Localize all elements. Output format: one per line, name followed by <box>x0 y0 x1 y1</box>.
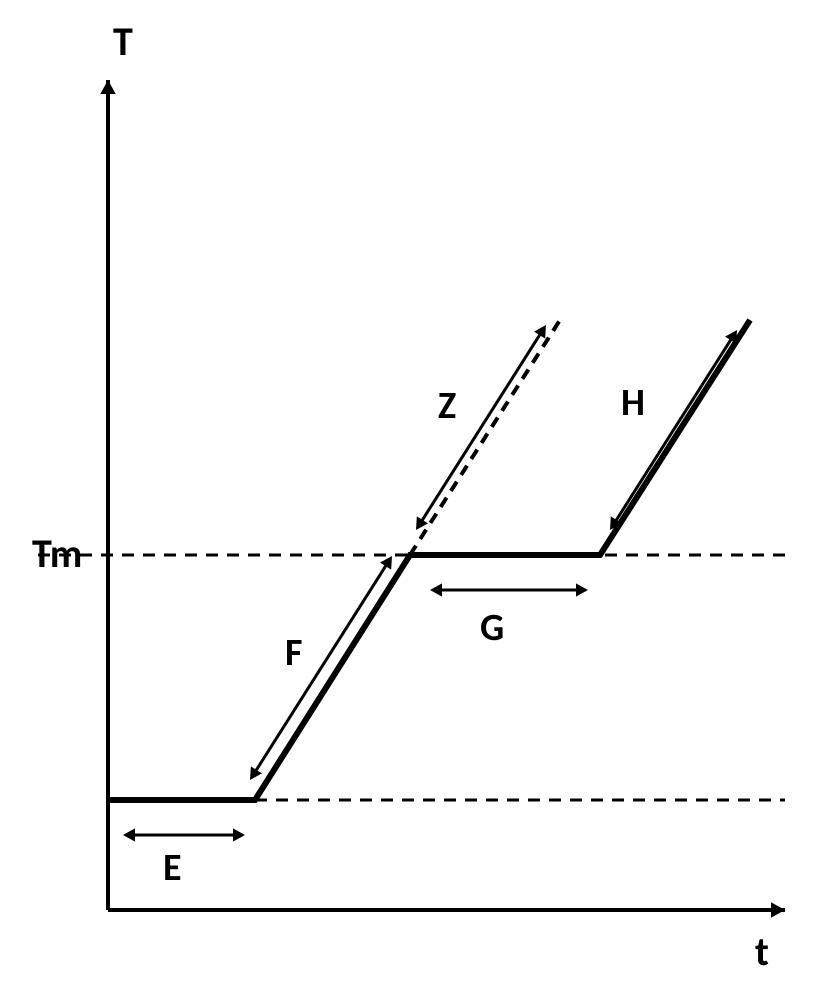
segment-label-H: H <box>621 380 645 426</box>
segment-label-G: G <box>480 605 504 651</box>
y-axis-label: T <box>113 17 133 66</box>
segment-label-Z: Z <box>438 383 456 429</box>
segment-label-F: F <box>285 630 302 676</box>
label-tm: Tm <box>32 529 82 578</box>
segment-label-E: E <box>163 845 182 891</box>
diagram-container: Tm Tt E F Z G H <box>0 0 828 1000</box>
x-axis-label: t <box>755 927 769 976</box>
temperature-profile-diagram: Tm Tt E F Z G H <box>0 0 828 1000</box>
